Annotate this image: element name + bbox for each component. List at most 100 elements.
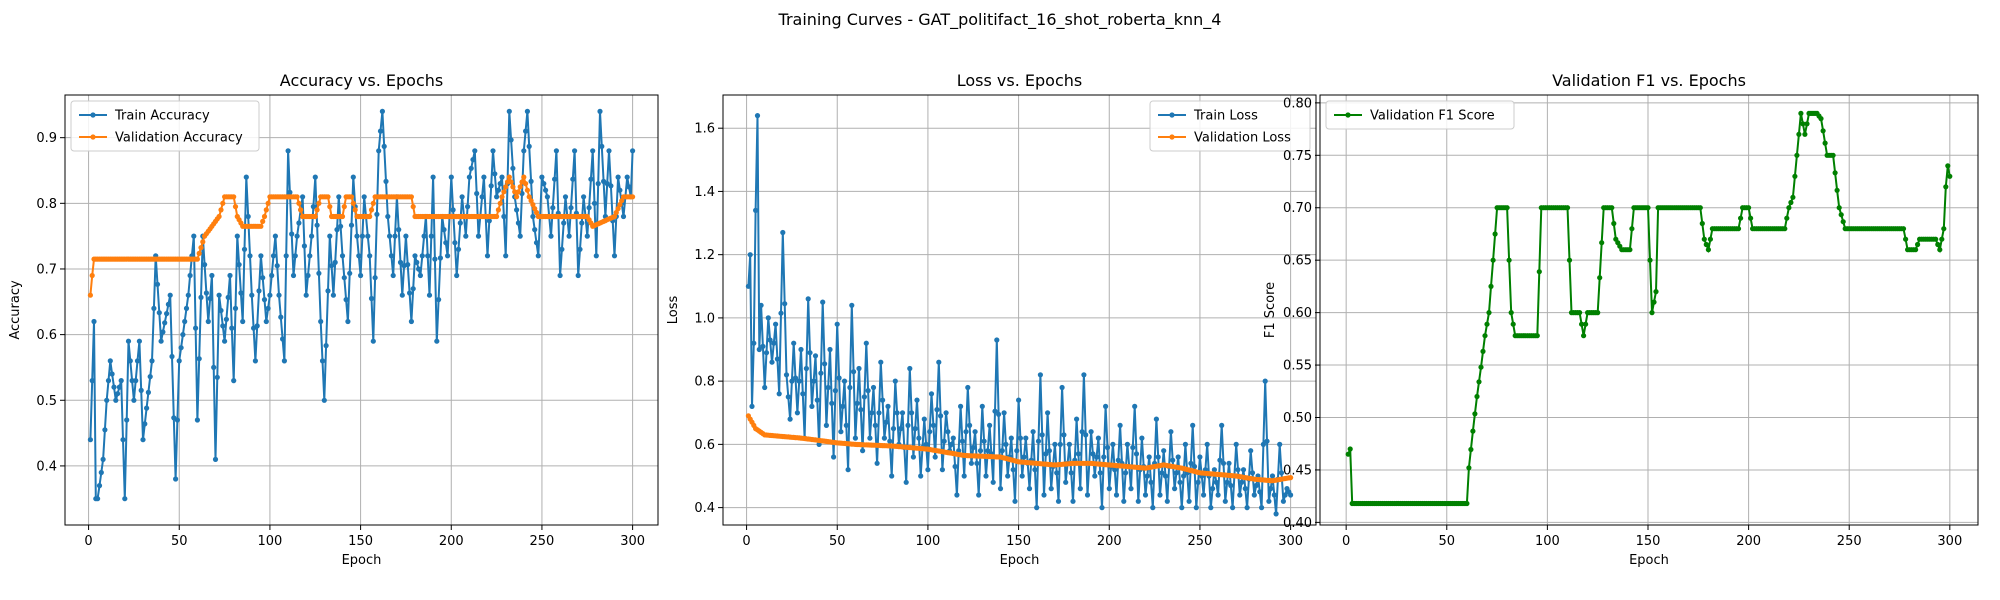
data-point <box>1597 275 1603 281</box>
data-point <box>1045 410 1051 416</box>
chart-3: 0 50 100 150 200 250 300 0.40 0.45 0.50 0.55 0.60 0.… <box>1263 71 1979 568</box>
data-point <box>169 353 175 360</box>
data-point <box>341 204 347 210</box>
data-point <box>87 437 93 443</box>
data-point <box>365 233 371 239</box>
data-point <box>452 240 458 246</box>
data-point <box>89 272 95 279</box>
data-point <box>887 438 893 444</box>
data-point <box>98 469 104 476</box>
data-point <box>196 356 202 362</box>
data-point <box>776 391 782 397</box>
data-point <box>845 467 851 473</box>
data-point <box>1345 451 1351 457</box>
data-point <box>1484 321 1490 327</box>
data-point <box>341 275 347 281</box>
data-point <box>290 272 297 279</box>
data-point <box>254 323 260 329</box>
data-point <box>494 213 500 220</box>
data-point <box>120 437 126 443</box>
data-point <box>899 410 906 416</box>
data-point <box>263 318 269 325</box>
data-point <box>619 198 625 204</box>
data-point <box>1583 321 1589 327</box>
data-point <box>1492 231 1498 237</box>
data-point <box>1262 378 1268 384</box>
data-point <box>367 213 373 220</box>
data-point <box>1268 486 1274 492</box>
data-point <box>1099 505 1105 511</box>
data-point <box>1794 152 1800 158</box>
data-point <box>1193 505 1199 511</box>
data-point <box>501 213 507 220</box>
data-point <box>1935 241 1941 248</box>
data-point <box>300 194 306 200</box>
data-point <box>305 272 311 279</box>
data-point <box>521 174 527 180</box>
data-point <box>145 389 151 395</box>
data-point <box>1123 470 1129 476</box>
data-point <box>617 187 623 193</box>
data-point <box>1233 441 1239 447</box>
data-point <box>1103 403 1109 409</box>
data-point <box>115 391 121 397</box>
data-point <box>318 318 324 325</box>
x-tick-label: 150 <box>1636 534 1661 549</box>
data-point <box>270 253 277 259</box>
data-point <box>783 372 790 378</box>
data-point <box>381 143 387 149</box>
data-point <box>1037 372 1043 378</box>
data-point <box>789 378 795 384</box>
data-point <box>479 194 485 200</box>
legend-label: Train Loss <box>1193 109 1258 124</box>
data-point <box>1074 416 1080 422</box>
data-point <box>1061 432 1067 438</box>
data-point <box>979 403 985 409</box>
data-point <box>1818 116 1824 122</box>
y-tick-label: 0.8 <box>36 197 57 212</box>
data-point <box>1210 486 1216 492</box>
data-point <box>930 422 937 428</box>
data-point <box>762 384 768 391</box>
data-point <box>354 233 360 239</box>
legend-box <box>70 100 260 152</box>
data-point <box>745 283 752 289</box>
y-tick-label: 0.70 <box>1283 201 1312 216</box>
data-point <box>568 205 574 211</box>
data-point <box>818 370 824 376</box>
data-point <box>530 213 536 220</box>
data-point <box>1191 463 1198 470</box>
data-point <box>624 174 630 180</box>
data-point <box>925 467 931 473</box>
data-point <box>751 340 757 346</box>
data-point <box>1798 110 1804 116</box>
data-point <box>523 128 529 134</box>
data-point <box>626 184 632 190</box>
data-point <box>486 218 492 224</box>
data-point <box>1273 511 1279 517</box>
data-point <box>412 253 418 259</box>
data-point <box>405 262 411 268</box>
data-point <box>794 410 801 416</box>
data-point <box>544 194 551 200</box>
data-point <box>936 359 942 365</box>
y-axis-label: Accuracy <box>8 280 23 340</box>
data-point <box>1510 321 1516 327</box>
data-point <box>948 441 955 447</box>
data-point <box>1161 448 1167 454</box>
data-point <box>981 438 987 444</box>
data-point <box>430 174 436 180</box>
data-point <box>466 174 472 180</box>
data-point <box>231 378 237 384</box>
data-point <box>798 346 804 353</box>
data-point <box>753 207 759 213</box>
data-point <box>1164 498 1170 504</box>
data-point <box>133 378 139 384</box>
data-point <box>1220 460 1227 466</box>
data-point <box>437 255 443 261</box>
data-point <box>258 253 264 259</box>
data-point <box>809 403 815 409</box>
data-point <box>521 148 527 154</box>
data-point <box>265 200 271 206</box>
data-point <box>218 307 224 314</box>
